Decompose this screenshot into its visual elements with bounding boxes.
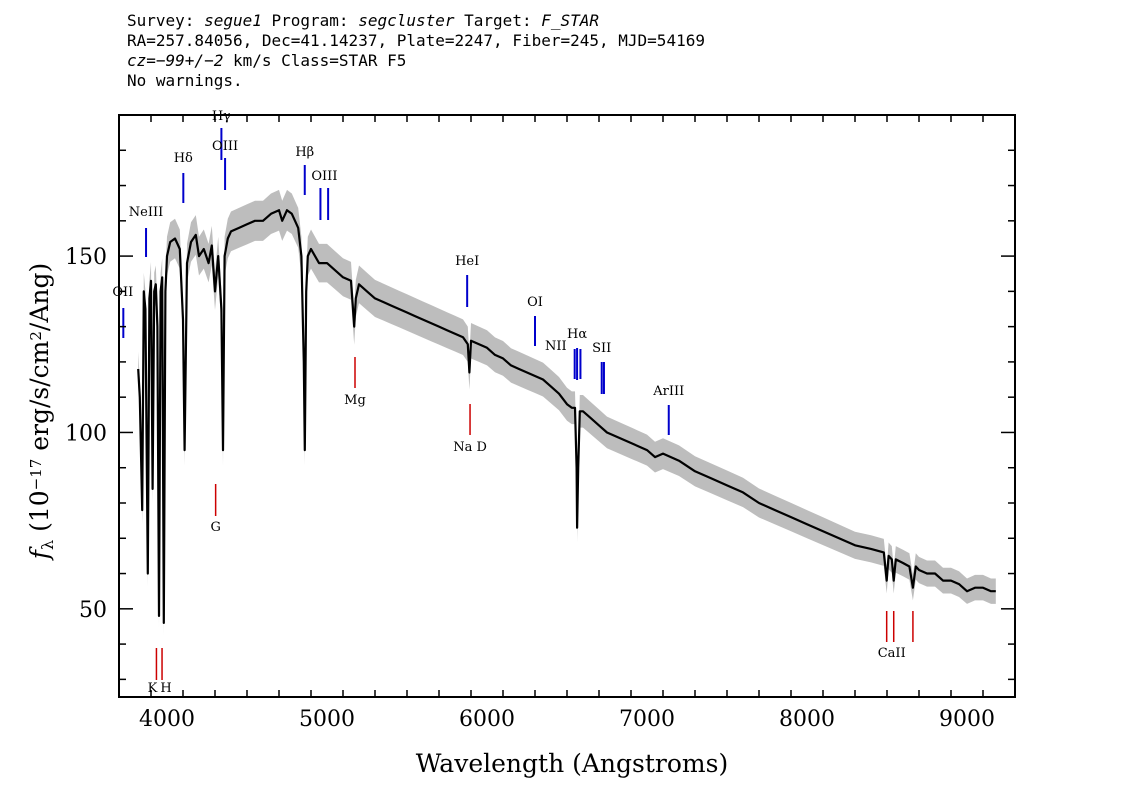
- emission-line-label: OI: [527, 295, 543, 310]
- y-tick-label: 50: [79, 598, 107, 623]
- emission-line-label: Hγ: [212, 109, 231, 124]
- absorption-line-label: H: [160, 681, 171, 696]
- program-label: Program:: [261, 11, 359, 30]
- emission-line-label: OII: [112, 285, 133, 300]
- emission-line-label: HeI: [455, 254, 479, 269]
- emission-line-label: OIII: [311, 169, 337, 184]
- x-tick-label: 5000: [299, 707, 355, 732]
- survey-label: Survey:: [127, 11, 205, 30]
- header-line-3: cz=−99+/−2 km/s Class=STAR F5: [127, 51, 705, 71]
- header-line-2: RA=257.84056, Dec=41.14237, Plate=2247, …: [127, 31, 705, 50]
- header-line-4: No warnings.: [127, 71, 243, 90]
- absorption-line-label: Mg: [344, 393, 366, 408]
- absorption-line-label: CaII: [878, 646, 906, 661]
- emission-line-label: Hβ: [295, 145, 314, 160]
- absorption-line-label: G: [210, 520, 220, 535]
- survey-value: segue1: [204, 11, 262, 30]
- emission-line-label: NeIII: [129, 205, 163, 220]
- x-tick-label: 8000: [779, 707, 835, 732]
- absorption-line-label: Na D: [453, 440, 487, 455]
- target-value: F_STAR: [541, 11, 600, 30]
- x-axis-title: Wavelength (Angstroms): [416, 749, 728, 778]
- emission-line-label: OIII: [212, 139, 238, 154]
- absorption-line-label: K: [148, 681, 158, 696]
- y-axis-title: fλ (10−17 erg/s/cm2/Ang): [25, 263, 57, 562]
- target-label: Target:: [454, 11, 542, 30]
- x-tick-label: 6000: [459, 707, 515, 732]
- axis-ticks: 4000 5000 6000 7000 8000 9000 50 100 150: [65, 114, 1016, 732]
- x-tick-label: 4000: [139, 707, 195, 732]
- emission-line-label: Hδ: [174, 151, 193, 166]
- class-value: km/s Class=STAR F5: [223, 51, 407, 70]
- spectrum-line: [137, 209, 996, 625]
- redshift-value: cz=−99+/−2: [127, 51, 224, 70]
- x-tick-label: 9000: [939, 707, 995, 732]
- emission-line-label: Hα: [567, 327, 587, 342]
- header-line-1: Survey: segue1 Program: segcluster Targe…: [127, 11, 705, 31]
- emission-line-label: NII: [545, 339, 567, 354]
- program-value: segcluster: [358, 11, 455, 30]
- y-tick-label: 150: [65, 245, 107, 270]
- emission-line-label: ArIII: [652, 384, 684, 399]
- spectrum-line-layer: [137, 209, 996, 625]
- flux-error-band: [138, 189, 996, 635]
- spectrum-header: Survey: segue1 Program: segcluster Targe…: [127, 11, 705, 91]
- error-band-layer: [138, 189, 996, 635]
- y-tick-label: 100: [65, 421, 107, 446]
- emission-line-label: SII: [592, 341, 611, 356]
- x-tick-label: 7000: [619, 707, 675, 732]
